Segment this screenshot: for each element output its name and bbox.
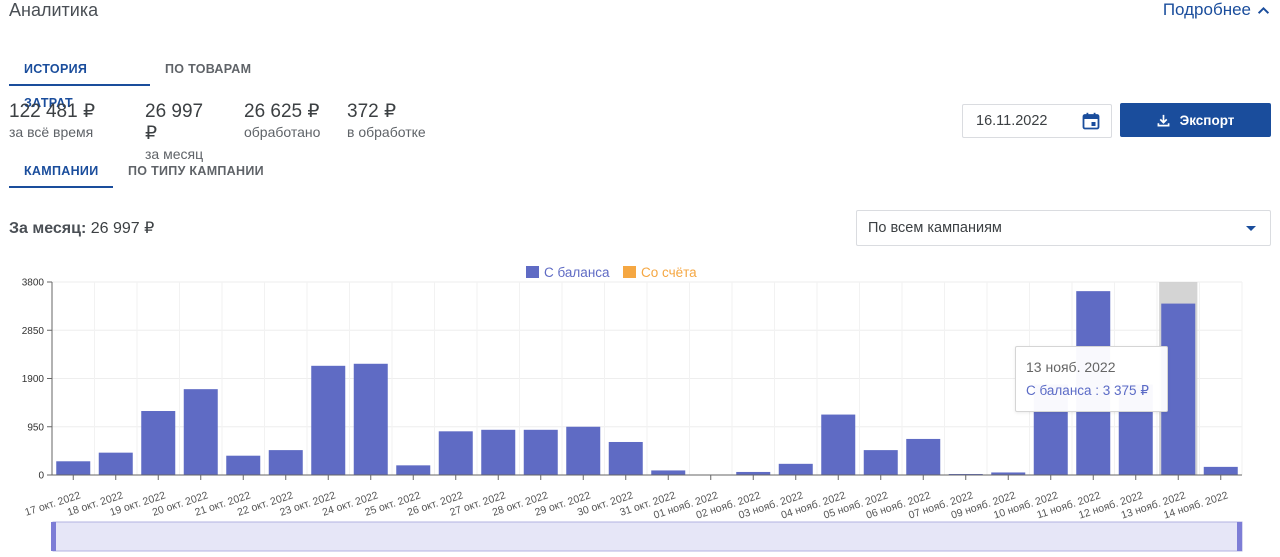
tab-campaigns[interactable]: КАМПАНИИ [9,154,113,188]
bar [481,429,516,475]
export-button[interactable]: Экспорт [1120,103,1271,137]
tooltip-title: 13 нояб. 2022 [1026,359,1116,375]
stat-label: в обработке [347,124,426,140]
y-tick-label: 3800 [22,278,45,289]
stat-processed: 26 625 ₽ обработано [244,101,323,163]
bar [651,470,686,475]
date-value: 16.11.2022 [976,113,1048,129]
caret-down-icon [1246,226,1256,231]
stat-label: обработано [244,124,321,140]
month-total-label: За месяц: [9,220,87,237]
export-label: Экспорт [1179,112,1235,128]
bar [991,472,1026,475]
stat-value: 26 997 ₽ [145,101,204,144]
bar [396,465,431,475]
tooltip-value: С баланса : 3 375 ₽ [1026,383,1149,398]
y-tick-label: 950 [27,422,44,433]
bar [821,414,856,475]
bar [141,411,176,475]
bar [268,450,303,475]
section-title: Аналитика [9,0,99,20]
tab-spend-history[interactable]: ИСТОРИЯ ЗАТРАТ [9,52,150,110]
chart-tooltip: 13 нояб. 2022 С баланса : 3 375 ₽ [1015,346,1168,412]
more-link-label: Подробнее [1162,0,1251,19]
tab-by-campaign-type[interactable]: ПО ТИПУ КАМПАНИИ [128,164,264,178]
stat-value: 122 481 ₽ [9,101,96,122]
bar [353,363,388,475]
y-tick-label: 2850 [22,326,45,337]
bar [183,389,218,475]
legend-label: С баланса [544,265,610,280]
stat-label: за месяц [145,146,204,162]
calendar-icon[interactable] [1082,112,1100,130]
bar [56,461,91,475]
zoom-slider [52,521,1243,552]
legend-swatch [623,266,636,278]
bar [863,450,898,475]
top-tabs: ИСТОРИЯ ЗАТРАТ ПО ТОВАРАМ [9,52,266,110]
chevron-up-icon [1257,6,1270,14]
bar [523,429,558,475]
y-tick-label: 1900 [22,374,45,385]
stats-row: 122 481 ₽ за всё время 26 997 ₽ за месяц… [9,101,450,163]
stat-all-time: 122 481 ₽ за всё время [9,101,121,163]
stat-value: 26 625 ₽ [244,101,320,122]
more-link[interactable]: Подробнее [1163,0,1270,20]
bar [1203,466,1238,475]
bar [311,365,346,475]
campaign-select-value: По всем кампаниям [868,220,1002,236]
y-tick-label: 0 [38,471,44,482]
bar [98,452,133,475]
legend-label: Со счёта [641,265,697,280]
bar [906,438,941,475]
bar [736,471,771,475]
bar [608,441,643,475]
date-input[interactable]: 16.11.2022 [962,104,1112,138]
month-total: За месяц: 26 997 ₽ [9,218,154,238]
download-icon [1157,114,1170,126]
campaign-select[interactable]: По всем кампаниям [856,210,1271,246]
bar [566,426,601,475]
stat-month: 26 997 ₽ за месяц [145,101,220,163]
legend-swatch [526,266,539,278]
bar [226,455,261,475]
mid-tabs: КАМПАНИИ ПО ТИПУ КАМПАНИИ [9,154,279,188]
bar [438,431,473,475]
tab-by-products[interactable]: ПО ТОВАРАМ [165,62,252,76]
stat-label: за всё время [9,124,94,140]
month-total-value: 26 997 ₽ [90,220,155,237]
zoom-handle-left [51,522,56,551]
stat-in-processing: 372 ₽ в обработке [347,101,426,163]
zoom-handle-right [1237,522,1242,551]
bar [778,463,813,475]
stat-value: 372 ₽ [347,101,397,122]
